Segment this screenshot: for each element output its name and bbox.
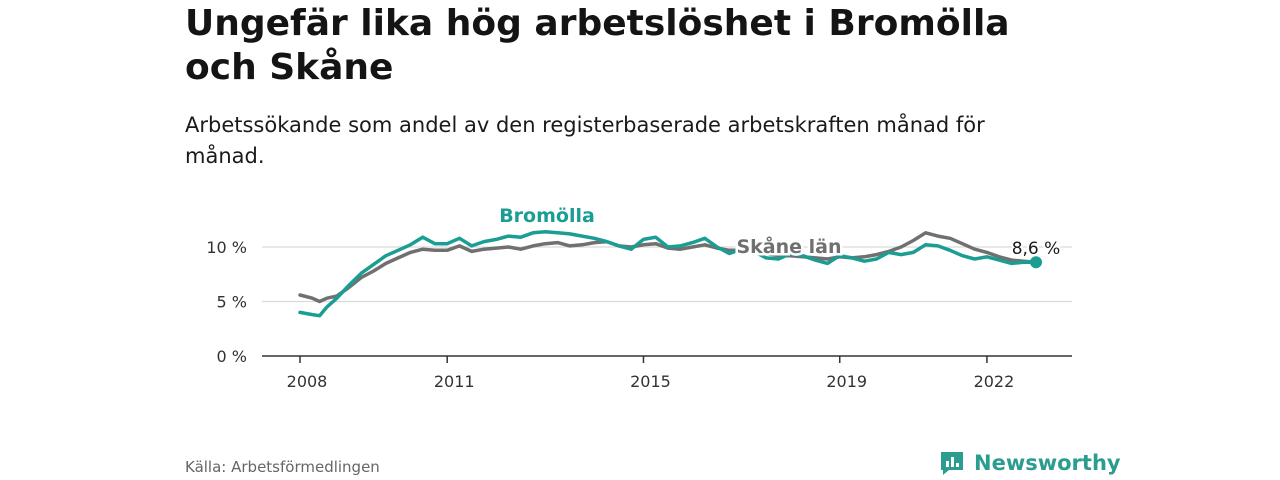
brand-logo[interactable]: Newsworthy <box>938 449 1121 477</box>
page-title: Ungefär lika hög arbetslöshet i Bromölla… <box>185 3 1010 88</box>
gridlines <box>262 246 1072 303</box>
y-tick-label: 5 % <box>217 293 247 312</box>
x-tick-label: 2019 <box>826 372 867 391</box>
series-label-skane: Skåne län <box>736 234 841 258</box>
newsworthy-logo-icon <box>941 452 963 475</box>
x-tick-label: 2015 <box>630 372 671 391</box>
series-lines <box>298 229 1042 318</box>
brand-name: Newsworthy <box>974 451 1121 475</box>
x-tick-label: 2022 <box>974 372 1015 391</box>
source-note: Källa: Arbetsförmedlingen <box>185 458 380 476</box>
series-line-skane <box>298 231 1038 304</box>
x-tick-label: 2011 <box>434 372 475 391</box>
chart-subtitle: Arbetssökande som andel av den registerb… <box>185 113 985 168</box>
series-label-bromolla: Bromölla <box>499 205 595 227</box>
series-line-bromolla <box>298 229 1038 318</box>
end-point-marker <box>1030 256 1042 269</box>
series-labels: Bromölla Skåne län 8,6 % <box>497 203 1063 262</box>
end-value-label: 8,6 % <box>1012 239 1061 259</box>
y-tick-label: 10 % <box>206 238 247 257</box>
y-axis-ticks: 0 % 5 % 10 % <box>206 238 247 366</box>
x-axis-ticks: 2008 2011 2015 2019 2022 <box>287 356 1015 391</box>
y-tick-label: 0 % <box>217 347 247 366</box>
x-tick-label: 2008 <box>287 372 328 391</box>
